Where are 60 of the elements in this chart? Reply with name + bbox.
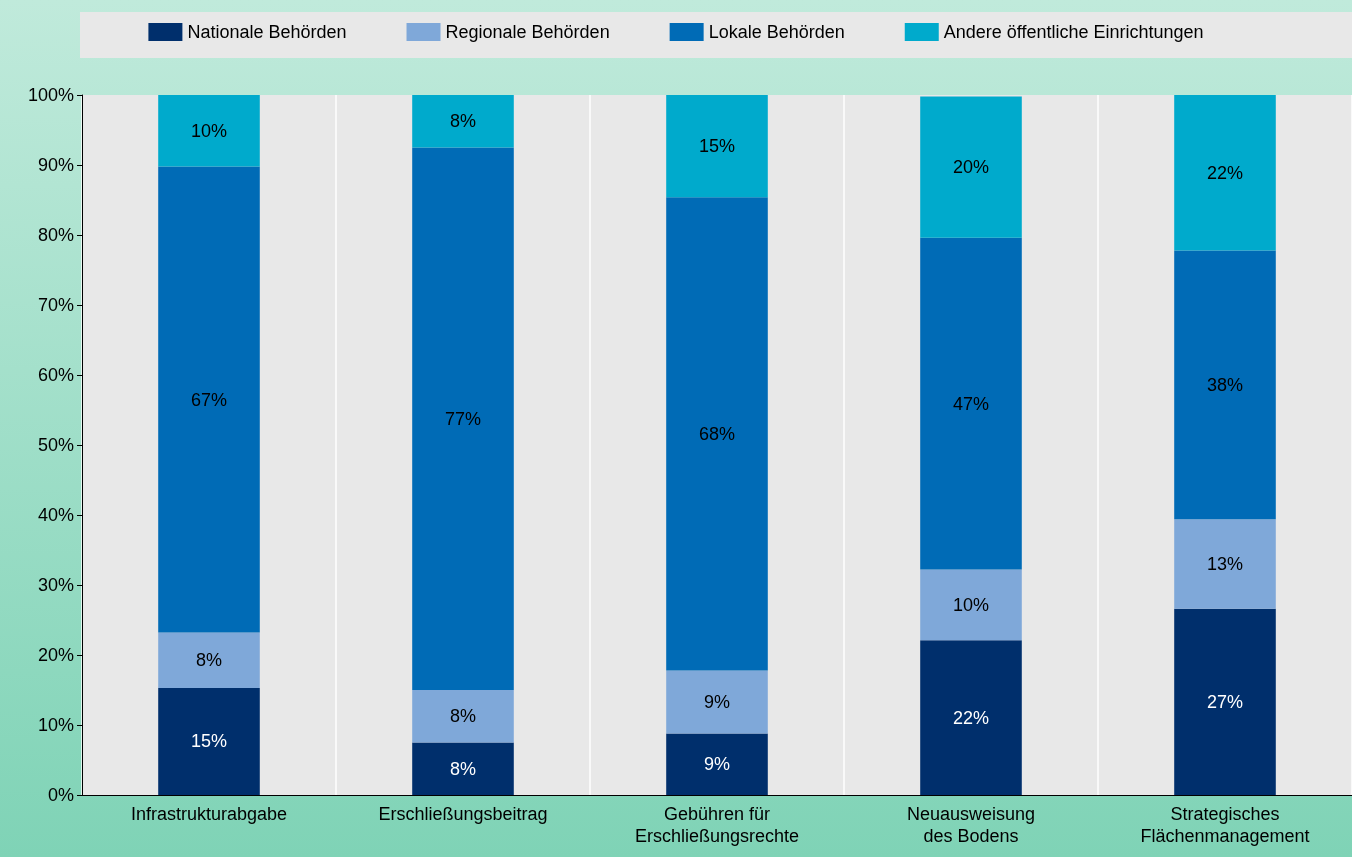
legend-label: Lokale Behörden bbox=[708, 22, 845, 42]
x-tick-label: Infrastrukturabgabe bbox=[130, 804, 288, 824]
data-label: 9% bbox=[703, 691, 731, 712]
bar bbox=[1174, 250, 1276, 520]
data-label: 22% bbox=[1206, 162, 1244, 183]
bar bbox=[920, 96, 1022, 238]
bar bbox=[412, 690, 514, 743]
y-tick-label: 70% bbox=[37, 295, 74, 315]
bar bbox=[412, 147, 514, 690]
bar bbox=[158, 632, 260, 688]
data-label: 47% bbox=[952, 393, 990, 414]
bar bbox=[666, 733, 768, 795]
bar bbox=[1174, 95, 1276, 251]
x-tick-label: Gebühren für Erschließungsrechte bbox=[634, 804, 800, 846]
data-label: 68% bbox=[698, 423, 736, 444]
data-label: 10% bbox=[190, 120, 228, 141]
data-label: 38% bbox=[1206, 374, 1244, 395]
y-tick-label: 20% bbox=[37, 645, 74, 665]
data-label: 8% bbox=[449, 758, 477, 779]
data-label: 20% bbox=[952, 157, 990, 178]
y-tick-label: 10% bbox=[37, 715, 74, 735]
data-label: 10% bbox=[952, 594, 990, 615]
y-tick-label: 40% bbox=[37, 505, 74, 525]
bar bbox=[1174, 608, 1276, 795]
bar bbox=[158, 687, 260, 795]
bar bbox=[666, 670, 768, 734]
bar bbox=[920, 237, 1022, 570]
data-label: 77% bbox=[444, 408, 482, 429]
y-tick-label: 60% bbox=[37, 365, 74, 385]
bar bbox=[666, 197, 768, 671]
data-label: 22% bbox=[952, 707, 990, 728]
y-tick-label: 30% bbox=[37, 575, 74, 595]
data-label: 9% bbox=[703, 754, 731, 775]
data-label: 15% bbox=[190, 731, 228, 752]
data-label: 8% bbox=[449, 111, 477, 132]
bar bbox=[920, 569, 1022, 641]
x-tick-label: Neuausweisung des Bodens bbox=[906, 804, 1036, 846]
data-label: 8% bbox=[449, 706, 477, 727]
data-label: 27% bbox=[1206, 691, 1244, 712]
legend-label: Regionale Behörden bbox=[445, 22, 610, 42]
bar bbox=[158, 95, 260, 167]
y-tick-label: 0% bbox=[47, 785, 74, 805]
bar bbox=[412, 95, 514, 148]
x-tick-label: Erschließungsbeitrag bbox=[378, 804, 548, 824]
data-label: 15% bbox=[698, 136, 736, 157]
bar bbox=[412, 742, 514, 795]
data-label: 13% bbox=[1206, 554, 1244, 574]
y-tick-label: 80% bbox=[37, 225, 74, 245]
bar bbox=[666, 95, 768, 198]
legend-label: Andere öffentliche Einrichtungen bbox=[943, 22, 1204, 42]
legend-label: Nationale Behörden bbox=[187, 22, 347, 42]
bar bbox=[158, 166, 260, 633]
data-label: 8% bbox=[195, 650, 223, 671]
y-tick-label: 100% bbox=[27, 85, 74, 105]
bar bbox=[920, 640, 1022, 795]
x-tick-label: Strategisches Flächenmanagement bbox=[1140, 804, 1310, 846]
y-tick-label: 90% bbox=[37, 155, 74, 175]
bar bbox=[1174, 519, 1276, 609]
y-tick-label: 50% bbox=[37, 435, 74, 455]
data-label: 67% bbox=[190, 389, 228, 410]
